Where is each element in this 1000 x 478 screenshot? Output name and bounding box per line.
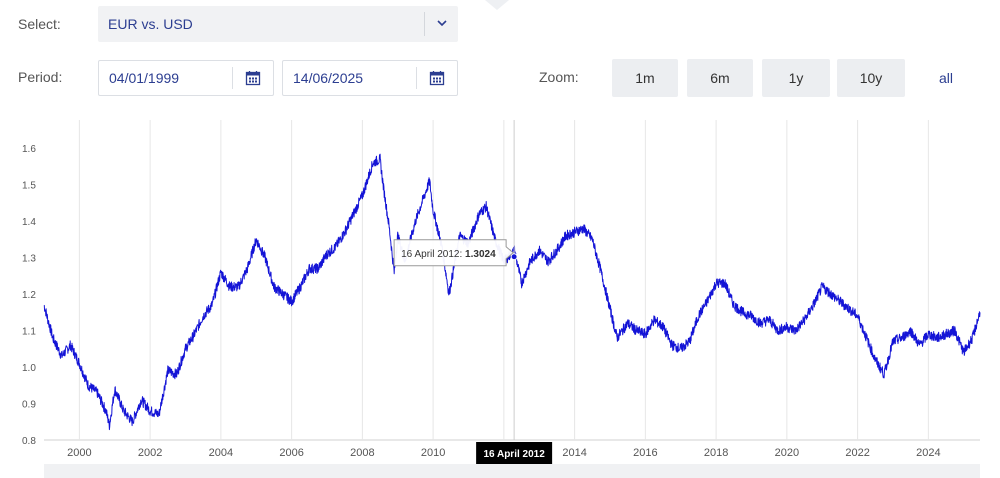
select-label: Select: [18,16,61,32]
x-tick-label: 2004 [209,447,233,459]
date-from-input[interactable] [99,61,229,95]
x-tick-label: 2016 [633,447,657,459]
chart-grid [44,120,980,441]
y-tick-label: 1.0 [22,363,36,374]
y-axis-ticks: 0.8 0.9 1.0 1.1 1.2 1.3 1.4 1.5 1.6 [22,144,36,447]
date-from-divider [232,67,233,89]
hover-point [510,253,518,261]
chevron-down-icon[interactable] [434,15,450,31]
y-tick-label: 1.2 [22,290,36,301]
currency-select[interactable]: EUR vs. USD [98,6,458,42]
dropdown-pointer [485,0,509,10]
x-axis-date-flag [476,442,553,464]
x-tick-label: 2018 [704,447,728,459]
currency-select-value: EUR vs. USD [108,16,193,32]
zoom-6m-button[interactable]: 6m [687,59,753,97]
date-to-input[interactable] [283,61,413,95]
calendar-icon[interactable] [429,70,445,86]
zoom-all-button[interactable]: all [928,59,964,97]
x-tick-label: 2008 [350,447,374,459]
y-tick-label: 1.4 [22,217,36,228]
x-tick-label: 2014 [562,447,586,459]
x-tick-label: 2010 [421,447,445,459]
calendar-icon[interactable] [245,70,261,86]
x-tick-label: 2022 [845,447,869,459]
x-axis-date-flag-label: 16 April 2012 [483,449,545,460]
y-tick-label: 0.8 [22,436,36,447]
zoom-label: Zoom: [539,69,579,85]
y-tick-label: 1.5 [22,181,36,192]
x-tick-label: 2020 [775,447,799,459]
zoom-1y-button[interactable]: 1y [762,59,830,97]
x-tick-label: 2002 [138,447,162,459]
chart-tooltip: 16 April 2012: 1.3024 [393,239,514,267]
x-tick-label: 2024 [916,447,940,459]
x-tick-label: 2006 [279,447,303,459]
period-label: Period: [18,69,63,85]
date-to-field[interactable] [282,60,458,96]
date-to-divider [416,67,417,89]
zoom-1m-button[interactable]: 1m [612,59,678,97]
y-tick-label: 1.6 [22,144,36,155]
y-tick-label: 1.3 [22,254,36,265]
crosshair: 16 April 2012 [476,120,553,464]
date-from-field[interactable] [98,60,274,96]
tooltip-date: 16 April 2012: [401,249,465,260]
navigator-bar[interactable] [44,464,980,478]
tooltip-value: 1.3024 [465,249,496,260]
eurusd-series-line [43,153,981,431]
y-tick-label: 0.9 [22,400,36,411]
select-divider [424,12,425,36]
x-tick-label: 2000 [67,447,91,459]
chart-series [43,153,981,431]
tooltip-box [393,239,514,267]
tooltip-text: 16 April 2012: 1.3024 [401,249,496,260]
zoom-10y-button[interactable]: 10y [837,59,905,97]
y-tick-label: 1.1 [22,327,36,338]
